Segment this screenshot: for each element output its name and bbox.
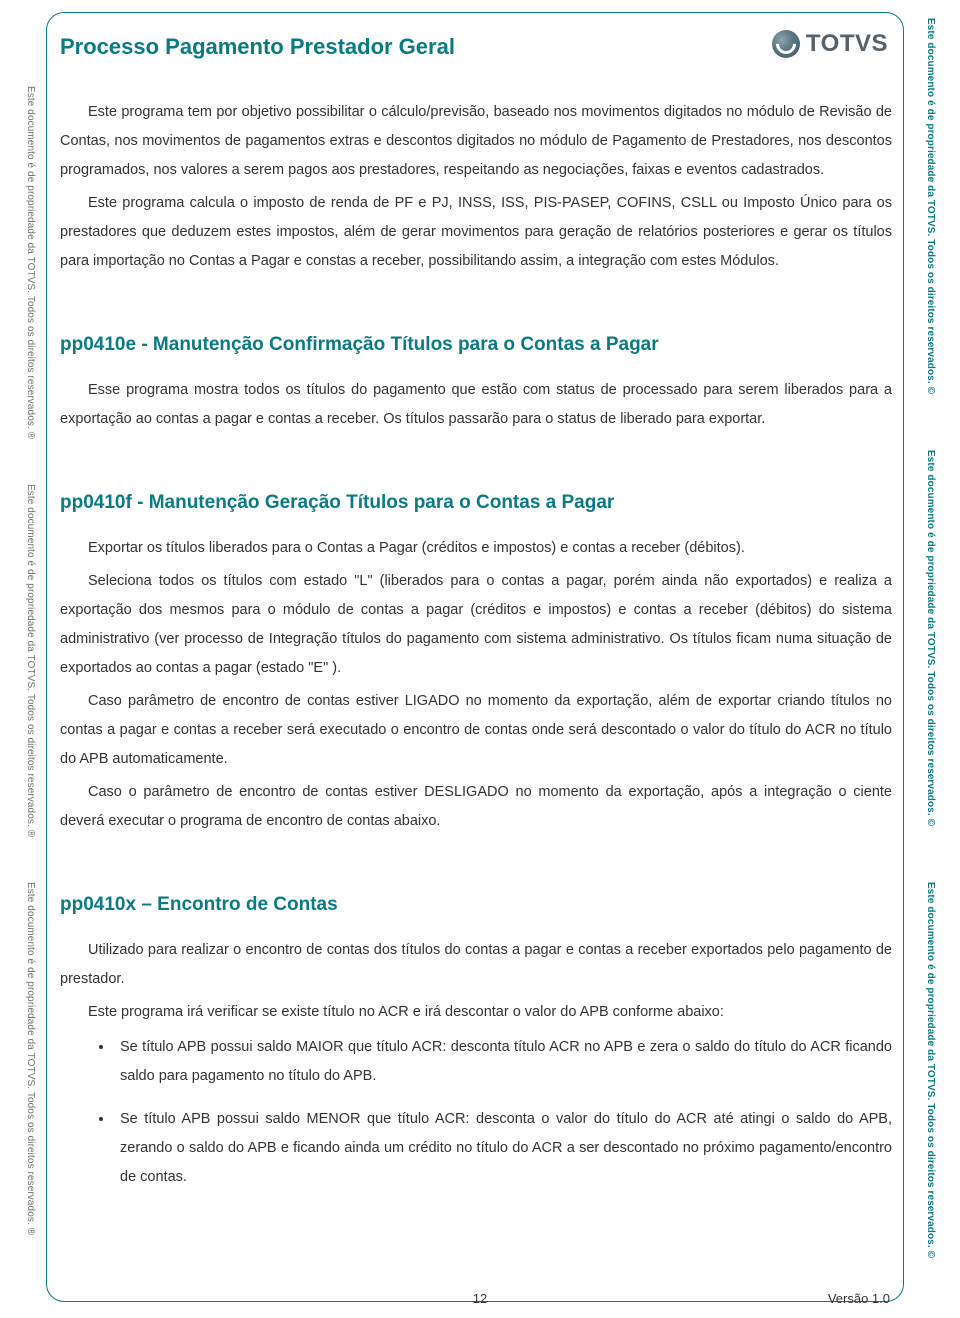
list-item: Se título APB possui saldo MENOR que tít… [114, 1105, 892, 1192]
paragraph: Esse programa mostra todos os títulos do… [60, 376, 892, 434]
paragraph: Este programa calcula o imposto de renda… [60, 189, 892, 276]
logo: TOTVS [772, 30, 888, 58]
paragraph: Caso o parâmetro de encontro de contas e… [60, 778, 892, 836]
side-right-note: Este documento é de propriedade da TOTVS… [925, 882, 936, 1258]
footer-version: Versão 1.0 [828, 1291, 890, 1306]
paragraph: Exportar os títulos liberados para o Con… [60, 534, 892, 563]
paragraph: Seleciona todos os títulos com estado "L… [60, 567, 892, 683]
section-heading: pp0410f - Manutenção Geração Títulos par… [60, 484, 892, 522]
side-left-note: Este documento é de propriedade da TOTVS… [25, 86, 36, 439]
content-body: Este programa tem por objetivo possibili… [60, 98, 892, 1206]
logo-icon [772, 30, 800, 58]
paragraph: Utilizado para realizar o encontro de co… [60, 936, 892, 994]
section-heading: pp0410x – Encontro de Contas [60, 886, 892, 924]
paragraph: Caso parâmetro de encontro de contas est… [60, 687, 892, 774]
page-title: Processo Pagamento Prestador Geral [60, 34, 455, 60]
bullet-list: Se título APB possui saldo MAIOR que tít… [114, 1033, 892, 1192]
footer-page-number: 12 [473, 1291, 487, 1306]
side-left-note: Este documento é de propriedade da TOTVS… [25, 484, 36, 837]
logo-text: TOTVS [806, 30, 888, 58]
paragraph: Este programa irá verificar se existe tí… [60, 998, 892, 1027]
section-heading: pp0410e - Manutenção Confirmação Títulos… [60, 326, 892, 364]
side-left-note: Este documento é de propriedade da TOTVS… [25, 882, 36, 1235]
list-item: Se título APB possui saldo MAIOR que tít… [114, 1033, 892, 1091]
side-right-note: Este documento é de propriedade da TOTVS… [925, 18, 936, 394]
paragraph: Este programa tem por objetivo possibili… [60, 98, 892, 185]
side-right-note: Este documento é de propriedade da TOTVS… [925, 450, 936, 826]
